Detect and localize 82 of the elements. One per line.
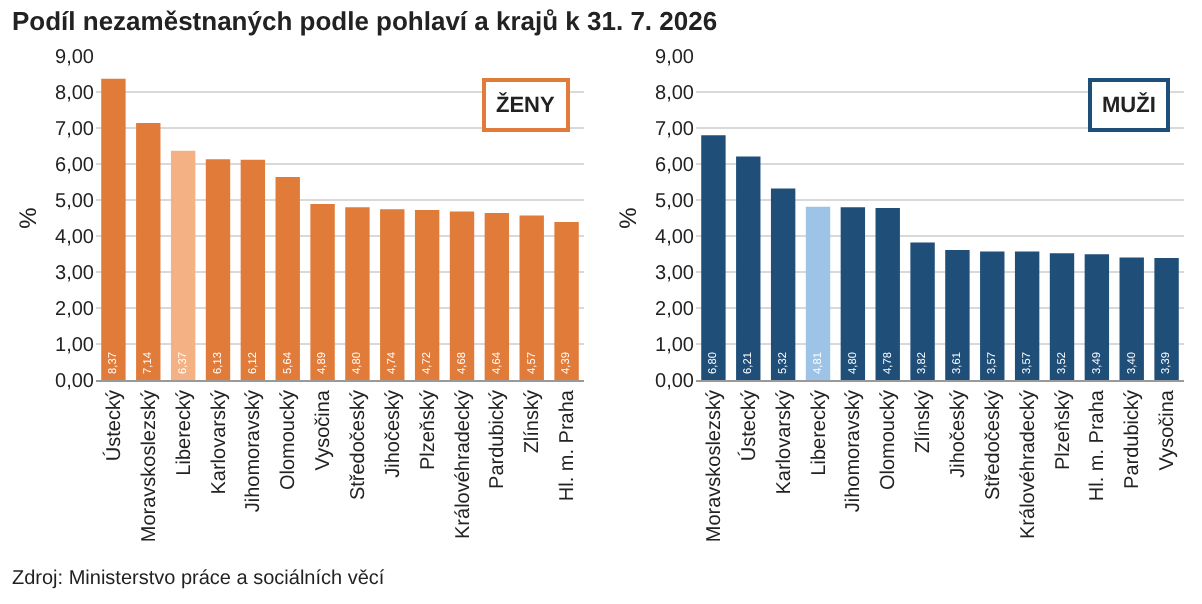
- bar: [980, 251, 1005, 380]
- bar: [1014, 251, 1040, 380]
- x-tick-label: Karlovarský: [208, 390, 231, 495]
- y-tick-label: 9,00: [55, 47, 95, 69]
- x-tick-label: Jihomoravský: [843, 390, 866, 513]
- chart-title: Podíl nezaměstnaných podle pohlaví a krajů k 31. 7. 2026: [12, 6, 718, 36]
- bar: [484, 212, 510, 380]
- x-tick-label: Liberecký: [808, 390, 831, 476]
- annotation: ŽENY: [496, 92, 556, 118]
- bar: [701, 135, 726, 380]
- y-axis-title: %: [613, 206, 642, 229]
- x-tick-label: Jihočeský: [947, 390, 970, 478]
- y-tick-label: 2,00: [655, 299, 695, 321]
- y-tick-label: 0,00: [655, 371, 695, 393]
- bar: [414, 210, 440, 380]
- bar: [101, 78, 126, 380]
- x-tick-label: Hl. m. Praha: [1087, 389, 1110, 502]
- x-tick-label: Královéhradecký: [452, 390, 475, 539]
- y-tick-label: 3,00: [655, 263, 695, 285]
- bar: [1154, 257, 1179, 380]
- bar: [136, 122, 161, 380]
- x-tick-label: Olomoucký: [878, 390, 901, 491]
- y-tick-label: 5,00: [55, 191, 95, 213]
- bar: [449, 211, 475, 380]
- x-tick-label: Pardubický: [1122, 390, 1145, 489]
- bar: [875, 207, 900, 380]
- x-tick-label: Hl. m. Praha: [557, 389, 580, 502]
- x-tick-label: Plzeňský: [417, 390, 440, 471]
- x-tick-label: Vysočina: [313, 389, 336, 471]
- x-tick-label: Ústecký: [736, 390, 761, 462]
- x-tick-label: Zlínský: [522, 390, 545, 454]
- y-tick-label: 7,00: [55, 119, 95, 141]
- x-tick-label: Moravskoslezský: [703, 390, 726, 543]
- bar: [240, 159, 266, 380]
- annotation: MUŽI: [1102, 92, 1156, 118]
- bar: [275, 176, 300, 380]
- x-tick-label: Zlínský: [913, 390, 936, 454]
- bar: [345, 207, 370, 380]
- y-tick-label: 8,00: [655, 83, 695, 105]
- x-tick-label: Moravskoslezský: [138, 390, 161, 543]
- bar: [380, 209, 405, 380]
- y-tick-label: 9,00: [655, 47, 695, 69]
- y-tick-label: 2,00: [55, 299, 95, 321]
- x-tick-label: Vysočina: [1157, 389, 1180, 471]
- y-tick-label: 5,00: [655, 191, 695, 213]
- bar: [205, 159, 231, 380]
- bar: [310, 203, 335, 380]
- bar: [805, 206, 831, 380]
- bar: [1119, 257, 1144, 380]
- y-tick-label: 6,00: [55, 155, 95, 177]
- bar: [840, 207, 866, 380]
- x-tick-label: Královéhradecký: [1017, 390, 1040, 539]
- bar: [770, 188, 796, 380]
- x-tick-label: Olomoucký: [278, 390, 301, 491]
- x-tick-label: Liberecký: [173, 390, 196, 476]
- x-tick-label: Středočeský: [982, 390, 1005, 501]
- y-tick-label: 6,00: [655, 155, 695, 177]
- x-tick-label: Jihomoravský: [243, 390, 266, 513]
- bar: [554, 221, 579, 380]
- bar: [1049, 253, 1075, 380]
- y-axis-title: %: [13, 206, 42, 229]
- x-tick-label: Karlovarský: [773, 390, 796, 495]
- y-tick-label: 7,00: [655, 119, 695, 141]
- y-tick-label: 1,00: [655, 335, 695, 357]
- bar: [1084, 254, 1110, 380]
- bar: [170, 150, 196, 380]
- text: Zdroj: Ministerstvo práce a sociálních věcí: [12, 568, 385, 590]
- bar: [519, 215, 544, 380]
- y-tick-label: 4,00: [55, 227, 95, 249]
- bar: [945, 250, 970, 380]
- x-tick-label: Ústecký: [101, 390, 126, 462]
- x-tick-label: Pardubický: [487, 390, 510, 489]
- y-tick-label: 1,00: [55, 335, 95, 357]
- y-tick-label: 3,00: [55, 263, 95, 285]
- bar: [910, 242, 935, 380]
- y-tick-label: 8,00: [55, 83, 95, 105]
- y-tick-label: 4,00: [655, 227, 695, 249]
- x-tick-label: Středočeský: [347, 390, 370, 501]
- y-tick-label: 0,00: [55, 371, 95, 393]
- x-tick-label: Plzeňský: [1052, 390, 1075, 471]
- x-tick-label: Jihočeský: [382, 390, 405, 478]
- bar: [736, 156, 761, 380]
